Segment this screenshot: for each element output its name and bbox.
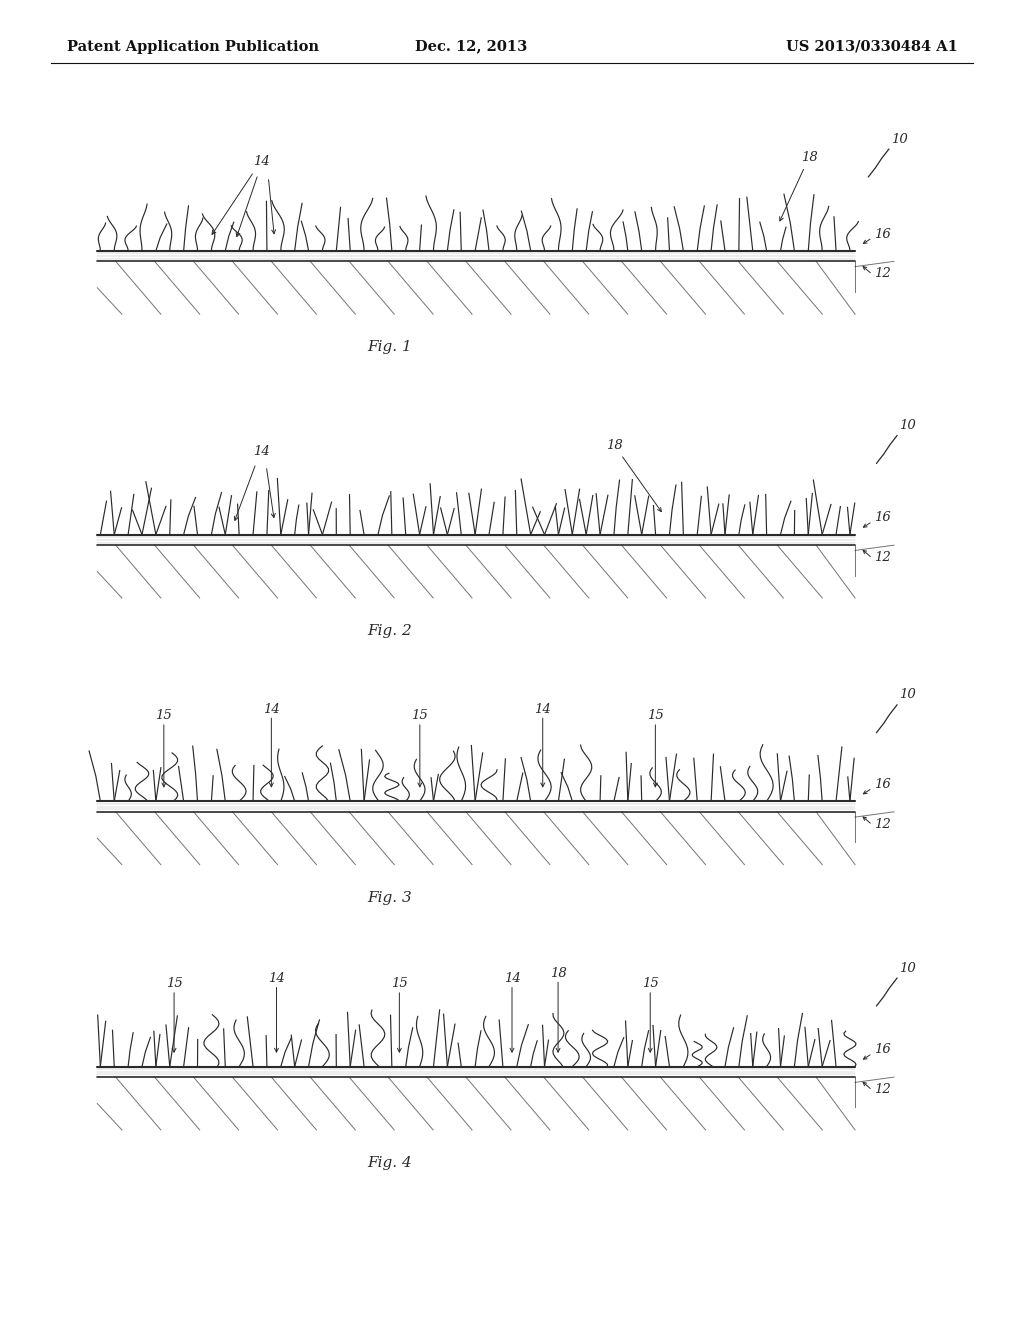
Text: 12: 12: [874, 550, 891, 564]
Text: 18: 18: [779, 150, 817, 220]
Text: 15: 15: [166, 977, 182, 990]
Text: 15: 15: [391, 977, 408, 990]
Text: 14: 14: [253, 154, 269, 168]
Text: 14: 14: [268, 972, 285, 985]
Text: Fig. 4: Fig. 4: [367, 1156, 412, 1170]
Text: 14: 14: [535, 702, 551, 715]
Text: 15: 15: [156, 709, 172, 722]
Text: 18: 18: [550, 966, 566, 979]
Text: 10: 10: [899, 688, 915, 701]
Text: 16: 16: [874, 227, 891, 240]
Text: 10: 10: [899, 418, 915, 432]
Text: 14: 14: [263, 702, 280, 715]
Text: 16: 16: [874, 511, 891, 524]
Text: 16: 16: [874, 1043, 891, 1056]
Text: 14: 14: [504, 972, 520, 985]
Text: 10: 10: [899, 961, 915, 974]
Text: 16: 16: [874, 777, 891, 791]
Text: Patent Application Publication: Patent Application Publication: [67, 40, 318, 54]
Text: Fig. 1: Fig. 1: [367, 341, 412, 354]
Text: 15: 15: [642, 977, 658, 990]
Text: 12: 12: [874, 817, 891, 830]
Text: 18: 18: [606, 438, 662, 512]
Text: 12: 12: [874, 267, 891, 280]
Text: 10: 10: [891, 132, 907, 145]
Text: US 2013/0330484 A1: US 2013/0330484 A1: [785, 40, 957, 54]
Text: 15: 15: [412, 709, 428, 722]
Text: Dec. 12, 2013: Dec. 12, 2013: [415, 40, 527, 54]
Text: 14: 14: [253, 445, 269, 458]
Text: Fig. 2: Fig. 2: [367, 624, 412, 638]
Text: 12: 12: [874, 1082, 891, 1096]
Text: 15: 15: [647, 709, 664, 722]
Text: Fig. 3: Fig. 3: [367, 891, 412, 904]
